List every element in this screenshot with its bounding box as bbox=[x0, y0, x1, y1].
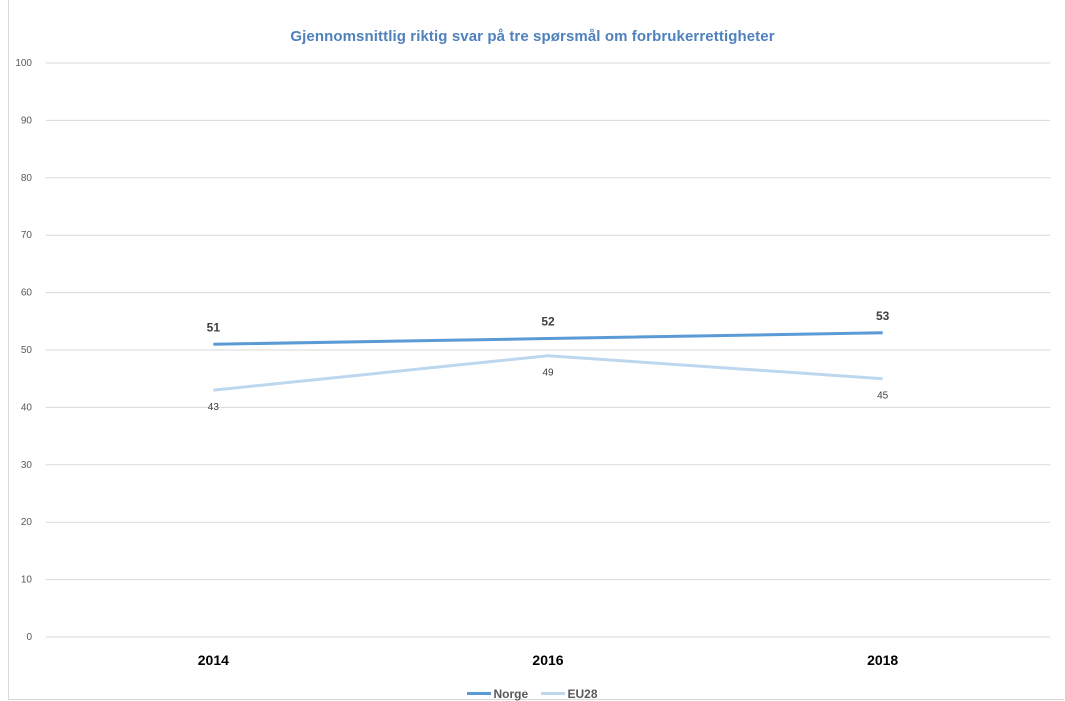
series-line-eu28 bbox=[213, 354, 883, 392]
data-label-norge-2014: 51 bbox=[207, 320, 221, 334]
legend-item-norge: Norge bbox=[467, 687, 528, 701]
y-tick-label-0: 0 bbox=[26, 632, 32, 643]
legend-item-eu28: EU28 bbox=[541, 686, 598, 701]
legend-swatch-norge bbox=[467, 692, 492, 695]
y-tick-label-20: 20 bbox=[21, 517, 33, 528]
data-label-eu28-2018: 45 bbox=[877, 391, 889, 402]
legend-label-norge: Norge bbox=[493, 686, 529, 701]
y-tick-label-90: 90 bbox=[21, 115, 33, 126]
x-tick-label-2014: 2014 bbox=[198, 652, 229, 668]
y-tick-label-10: 10 bbox=[21, 575, 33, 586]
x-tick-label-2018: 2018 bbox=[867, 652, 898, 668]
y-tick-label-100: 100 bbox=[15, 58, 32, 69]
data-label-norge-2018: 53 bbox=[876, 309, 890, 323]
legend-swatch-eu28 bbox=[541, 692, 566, 695]
y-tick-label-40: 40 bbox=[21, 402, 33, 413]
chart-frame bbox=[8, 0, 1064, 700]
y-tick-label-30: 30 bbox=[21, 460, 33, 471]
chart-title: Gjennomsnittlig riktig svar på tre spørs… bbox=[290, 28, 775, 45]
series-line-norge bbox=[213, 331, 883, 346]
data-label-norge-2016: 52 bbox=[541, 315, 555, 329]
y-tick-label-70: 70 bbox=[21, 230, 33, 241]
chart-legend: Norge EU28 bbox=[0, 684, 1065, 701]
x-tick-label-2016: 2016 bbox=[532, 652, 563, 668]
y-tick-label-60: 60 bbox=[21, 288, 33, 299]
data-label-eu28-2016: 49 bbox=[542, 368, 554, 379]
data-label-eu28-2014: 43 bbox=[208, 402, 220, 413]
y-tick-label-50: 50 bbox=[21, 345, 33, 356]
y-tick-label-80: 80 bbox=[21, 173, 33, 184]
legend-label-eu28: EU28 bbox=[567, 686, 598, 701]
